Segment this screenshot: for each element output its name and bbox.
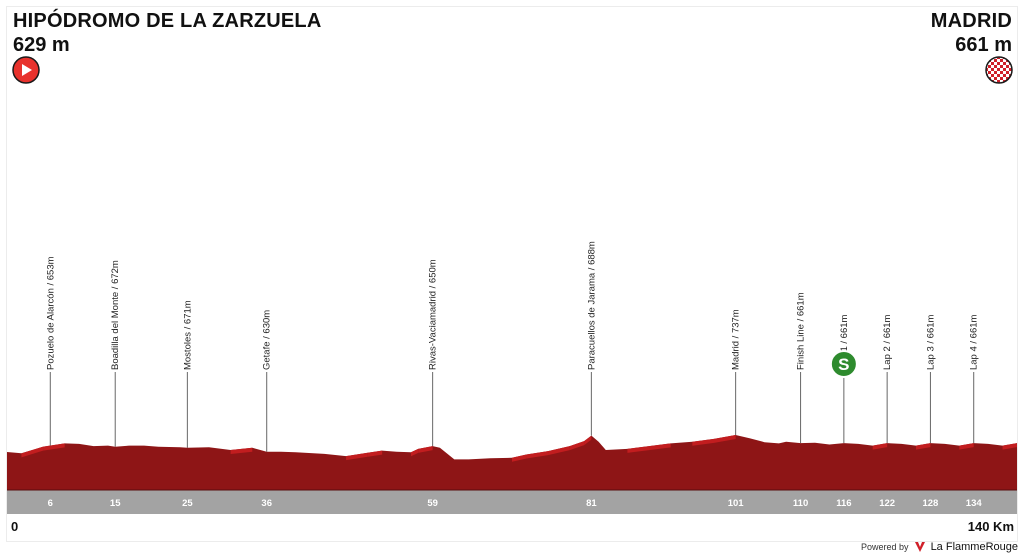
sprint-s-icon: S <box>829 350 858 378</box>
climb-highlight <box>43 443 65 451</box>
climb-highlight <box>367 450 383 457</box>
climb-highlight <box>230 447 253 455</box>
axis-start-label: 0 <box>11 519 19 534</box>
powered-by-text: Powered by <box>861 542 909 552</box>
start-elevation: 629 m <box>13 34 70 56</box>
marker-label: Lap 1 / 661m <box>839 314 850 370</box>
km-tick-label: 59 <box>427 498 438 509</box>
climb-highlight <box>512 454 527 462</box>
km-tick-label: 101 <box>728 498 745 509</box>
chart-frame <box>6 6 1018 542</box>
km-tick-label: 122 <box>879 498 895 509</box>
climb-highlight <box>916 443 931 450</box>
climb-highlight <box>411 448 419 457</box>
climb-highlight <box>418 446 433 453</box>
km-tick-label: 134 <box>966 498 983 509</box>
climb-highlight <box>1002 443 1017 450</box>
km-tick-label: 110 <box>793 498 808 509</box>
km-tick-label: 15 <box>110 498 121 509</box>
km-tick-label: 128 <box>922 498 938 509</box>
km-strip-layer: 6 15 25 36 59 81 101 110 116 122 128 134 <box>7 489 1017 514</box>
finish-elevation: 661 m <box>955 34 1012 56</box>
marker-label: Rivas-Vaciamadrid / 650m <box>428 259 439 370</box>
marker-layer: Pozuelo de Alarcón / 653m Boadilla del Mo… <box>45 241 980 452</box>
elevation-area <box>7 435 1017 490</box>
marker-label: Paracuellos de Jarama / 688m <box>586 241 597 370</box>
marker-label: Lap 4 / 661m <box>969 314 980 370</box>
climb-highlight <box>346 452 368 461</box>
marker-label: Pozuelo de Alarcón / 653m <box>45 256 56 370</box>
axis-end-label: 140 Km <box>967 519 1014 534</box>
climb-highlight <box>692 438 714 446</box>
climb-highlight <box>569 441 585 451</box>
play-triangle-icon <box>12 56 40 84</box>
marker-label: Boadilla del Monte / 672m <box>110 260 121 370</box>
km-tick-label: 116 <box>836 498 851 509</box>
start-location-name: HIPÓDROMO DE LA ZARZUELA <box>13 10 322 32</box>
km-tick-label: 6 <box>48 498 53 509</box>
marker-label: Finish Line / 661m <box>796 292 807 370</box>
climb-highlight <box>21 446 44 458</box>
svg-text:S: S <box>838 355 849 374</box>
km-tick-label: 25 <box>182 498 193 509</box>
climb-highlight <box>548 446 570 456</box>
profile-layer <box>7 435 1017 490</box>
marker-label: Madrid / 737m <box>731 309 742 370</box>
climb-highlight <box>584 435 592 446</box>
climb-highlight <box>959 443 974 450</box>
marker-label: Getafe / 630m <box>262 310 273 370</box>
marker-label: Lap 2 / 661m <box>882 314 893 370</box>
footer: Powered by La FlammeRouge <box>861 541 1018 553</box>
climb-highlight <box>526 451 549 459</box>
climb-highlight <box>649 443 671 451</box>
km-strip <box>7 490 1017 514</box>
climb-highlight <box>714 435 736 443</box>
marker-label: Mostoles / 671m <box>182 300 193 370</box>
climb-highlight <box>872 443 888 450</box>
marker-label: Lap 3 / 661m <box>925 314 936 370</box>
flamme-rouge-logo-icon <box>914 542 925 552</box>
checkered-flag-icon <box>985 56 1013 84</box>
brand-name: La FlammeRouge <box>930 541 1018 553</box>
finish-location-name: MADRID <box>930 10 1012 32</box>
km-tick-label: 81 <box>586 498 597 509</box>
km-tick-label: 36 <box>261 498 272 509</box>
climb-highlight <box>627 446 650 453</box>
